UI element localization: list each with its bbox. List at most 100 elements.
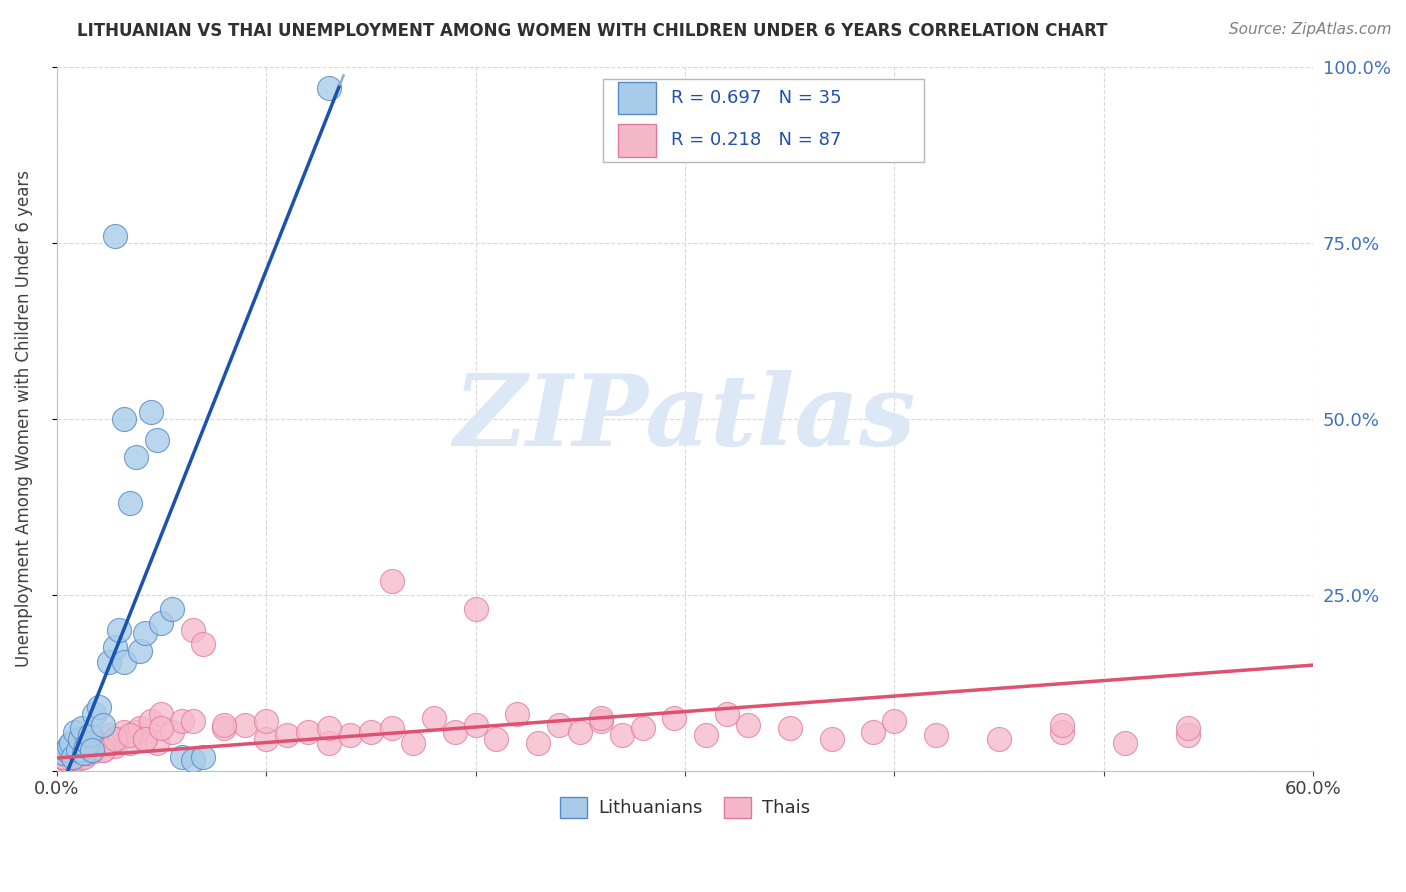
- Point: [83, 707, 105, 722]
- Point: [254, 731, 277, 746]
- Point: [62, 749, 84, 764]
- Point: [548, 718, 571, 732]
- Point: [181, 753, 204, 767]
- Point: [716, 707, 738, 722]
- Point: [52, 749, 75, 764]
- Text: ZIPatlas: ZIPatlas: [454, 370, 917, 467]
- Point: [77, 742, 100, 756]
- Point: [139, 714, 162, 729]
- Point: [181, 714, 204, 729]
- Point: [75, 742, 97, 756]
- Point: [181, 623, 204, 637]
- Point: [591, 711, 613, 725]
- Point: [318, 722, 340, 736]
- Point: [381, 574, 404, 588]
- Point: [60, 746, 83, 760]
- Point: [98, 729, 121, 743]
- Point: [134, 626, 156, 640]
- Y-axis label: Unemployment Among Women with Children Under 6 years: Unemployment Among Women with Children U…: [15, 170, 32, 667]
- Point: [62, 751, 84, 765]
- Point: [883, 714, 905, 729]
- Point: [73, 746, 96, 760]
- Point: [172, 749, 194, 764]
- Text: R = 0.697   N = 35: R = 0.697 N = 35: [671, 89, 842, 107]
- Point: [73, 749, 96, 764]
- Point: [52, 749, 75, 764]
- Point: [139, 404, 162, 418]
- Point: [146, 735, 169, 749]
- Point: [104, 739, 127, 753]
- Point: [112, 725, 135, 739]
- Point: [212, 722, 235, 736]
- Point: [56, 753, 79, 767]
- Point: [254, 714, 277, 729]
- Point: [569, 725, 592, 739]
- Point: [66, 742, 89, 756]
- Point: [129, 722, 152, 736]
- Point: [485, 731, 508, 746]
- Point: [104, 640, 127, 655]
- Point: [70, 746, 93, 760]
- Point: [160, 725, 183, 739]
- Point: [104, 228, 127, 243]
- Point: [77, 735, 100, 749]
- Point: [820, 731, 842, 746]
- Point: [53, 746, 76, 760]
- Point: [77, 746, 100, 760]
- Point: [58, 746, 80, 760]
- Text: R = 0.218   N = 87: R = 0.218 N = 87: [671, 131, 842, 150]
- Point: [297, 725, 319, 739]
- Point: [69, 751, 91, 765]
- Point: [779, 722, 801, 736]
- Point: [91, 742, 114, 756]
- Point: [150, 722, 173, 736]
- Point: [381, 722, 404, 736]
- Point: [737, 718, 759, 732]
- Point: [360, 725, 382, 739]
- Point: [98, 655, 121, 669]
- Point: [591, 714, 613, 729]
- Point: [70, 746, 93, 760]
- Point: [1050, 718, 1073, 732]
- Point: [339, 729, 361, 743]
- Point: [318, 735, 340, 749]
- Point: [134, 731, 156, 746]
- Point: [193, 749, 215, 764]
- Point: [402, 735, 425, 749]
- Point: [65, 742, 87, 756]
- Point: [87, 735, 110, 749]
- Point: [112, 411, 135, 425]
- Point: [631, 722, 654, 736]
- Point: [1114, 735, 1136, 749]
- Point: [664, 711, 686, 725]
- Point: [60, 735, 83, 749]
- Point: [988, 731, 1011, 746]
- Point: [52, 746, 75, 760]
- Point: [134, 731, 156, 746]
- Point: [146, 433, 169, 447]
- Point: [422, 711, 444, 725]
- Point: [69, 731, 91, 746]
- Point: [193, 637, 215, 651]
- Text: Source: ZipAtlas.com: Source: ZipAtlas.com: [1229, 22, 1392, 37]
- Point: [160, 601, 183, 615]
- Point: [925, 729, 948, 743]
- Point: [118, 729, 141, 743]
- Point: [75, 739, 97, 753]
- Point: [87, 700, 110, 714]
- Point: [56, 742, 79, 756]
- Point: [125, 450, 148, 465]
- Point: [118, 496, 141, 510]
- Legend: Lithuanians, Thais: Lithuanians, Thais: [553, 789, 817, 825]
- Point: [125, 725, 148, 739]
- Point: [443, 725, 465, 739]
- Point: [118, 735, 141, 749]
- Bar: [619, 124, 657, 157]
- Point: [82, 742, 104, 756]
- Point: [1177, 729, 1199, 743]
- FancyBboxPatch shape: [603, 78, 924, 161]
- Point: [104, 731, 127, 746]
- Point: [66, 742, 89, 756]
- Point: [862, 725, 884, 739]
- Bar: [619, 82, 657, 114]
